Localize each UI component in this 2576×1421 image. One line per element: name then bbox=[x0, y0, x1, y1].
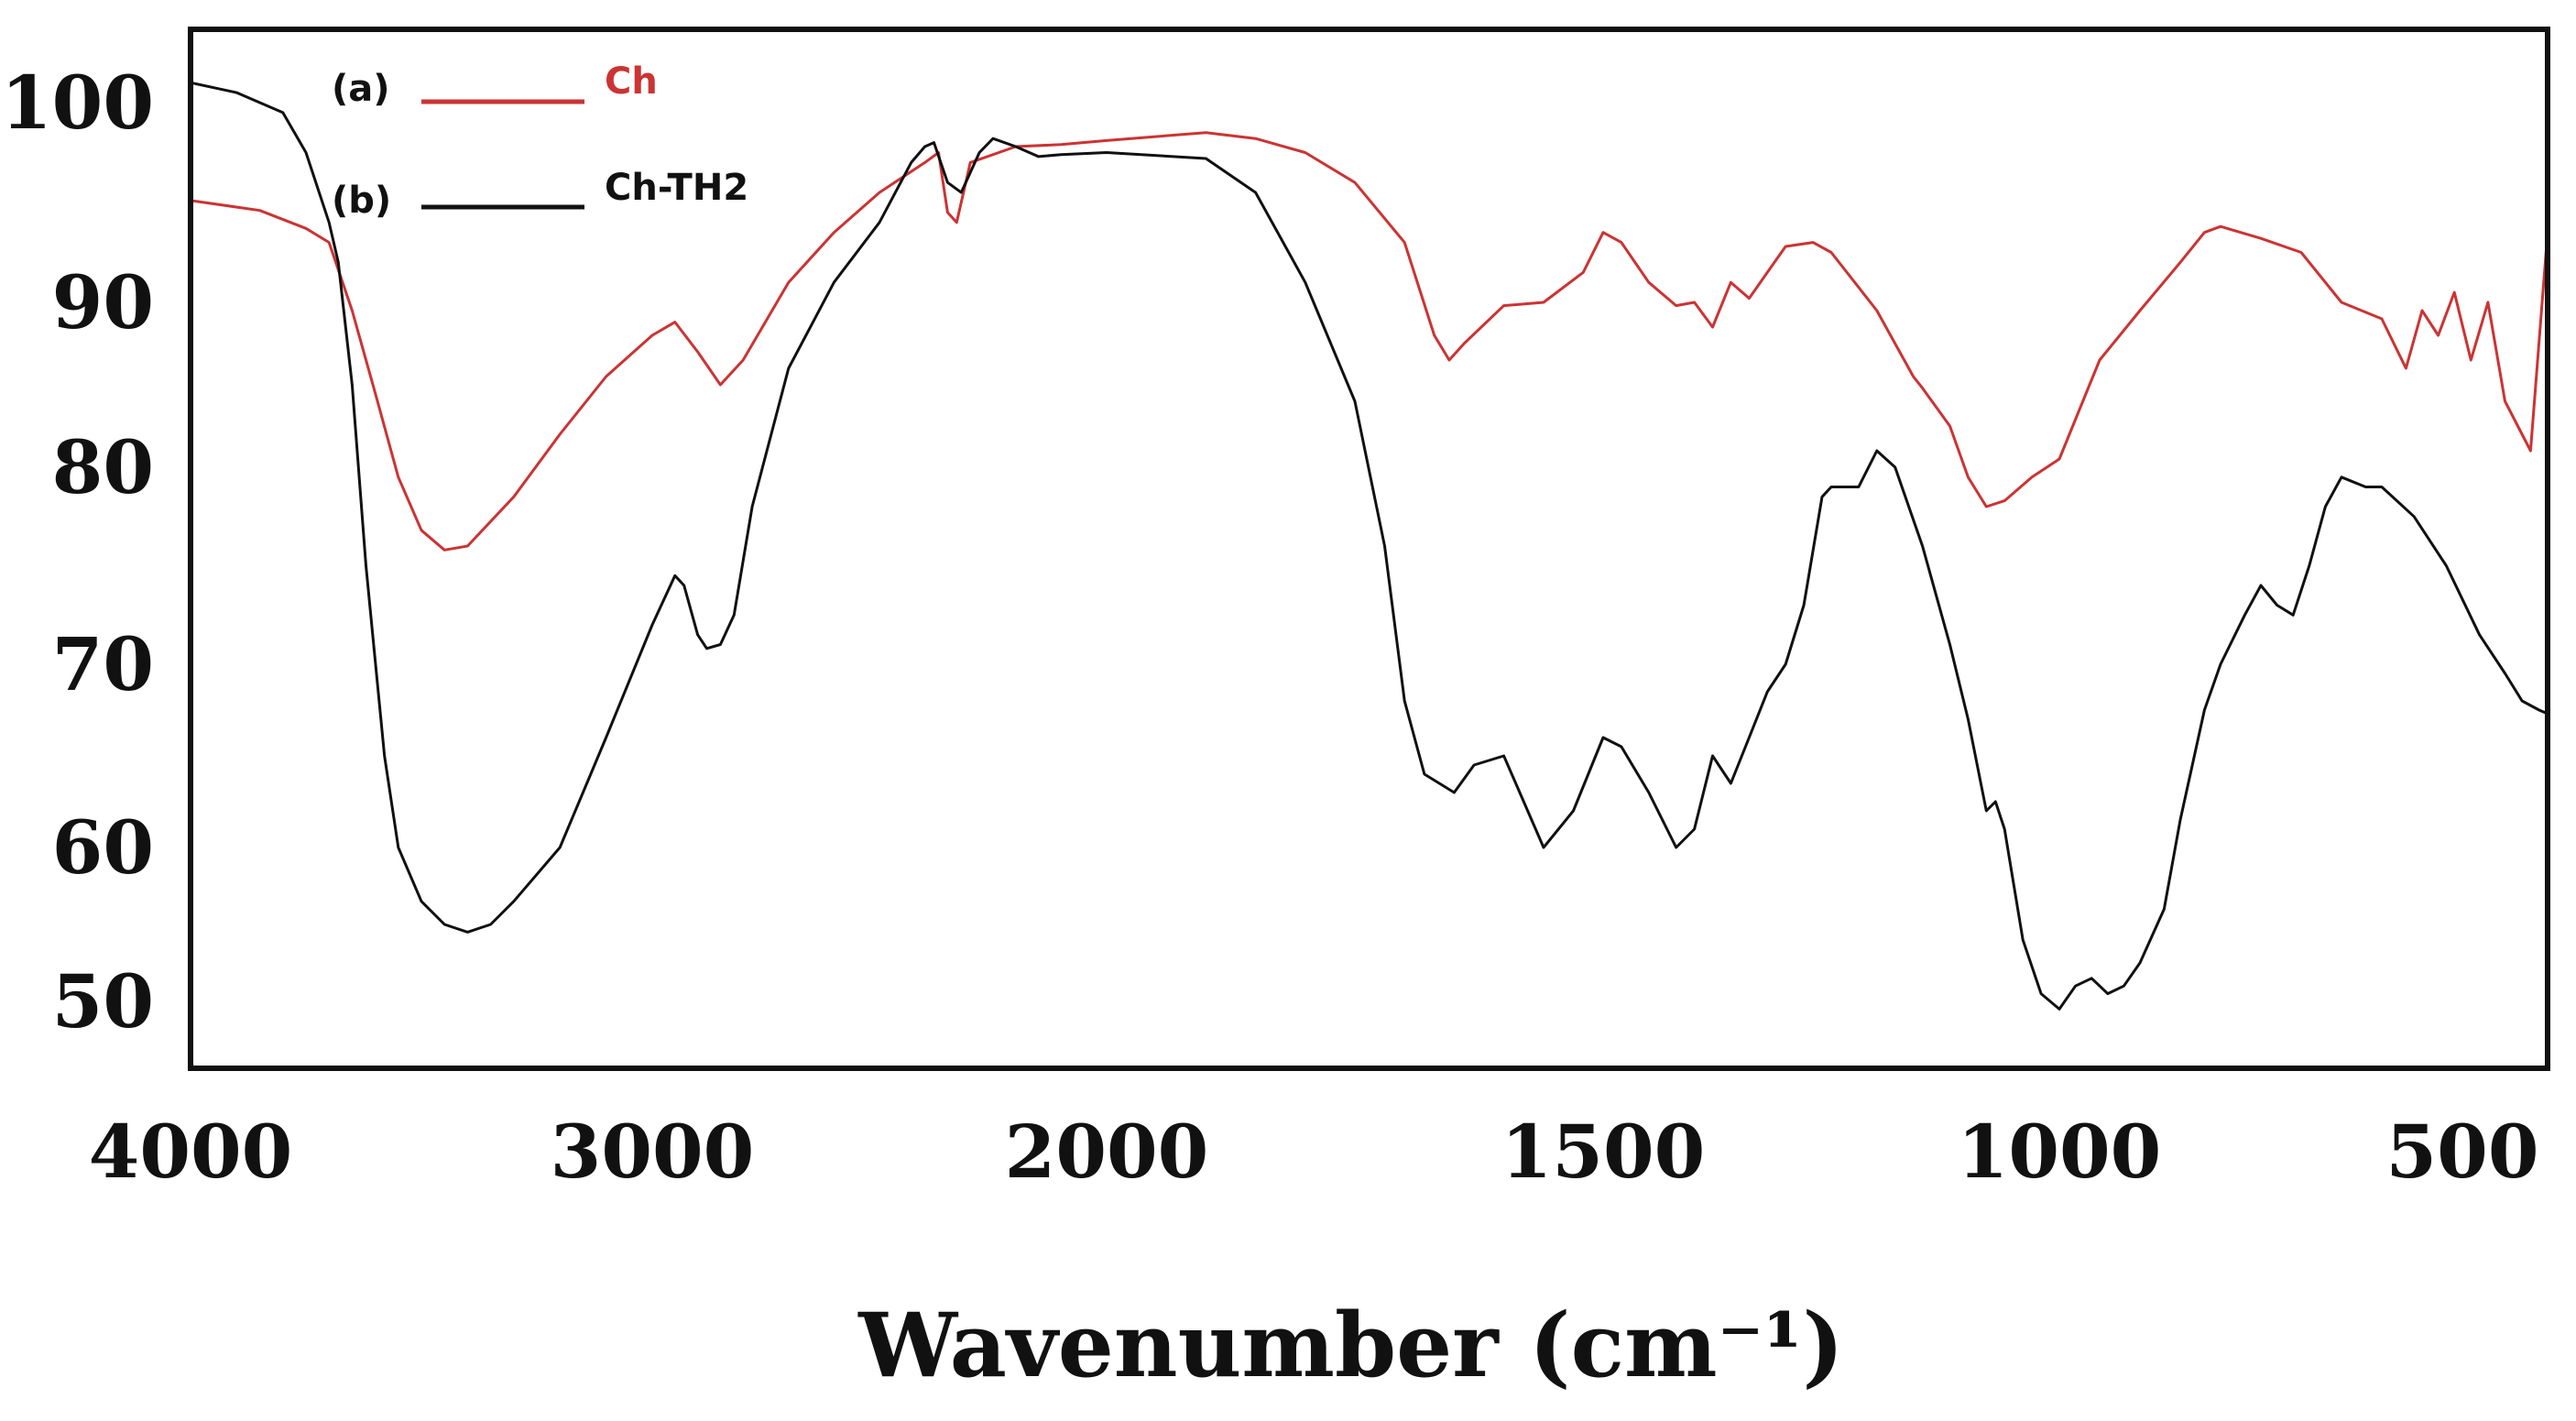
x-axis-title: Wavenumber (cm⁻¹) bbox=[857, 1294, 1844, 1397]
x-tick-label: 500 bbox=[2386, 1109, 2539, 1195]
x-axis-ticks: 4000 3000 2000 1500 1000 500 bbox=[89, 1109, 2539, 1195]
y-tick-label: 70 bbox=[52, 621, 154, 707]
y-tick-label: 100 bbox=[1, 60, 154, 146]
x-tick-label: 1000 bbox=[1958, 1109, 2162, 1195]
series-layer bbox=[191, 81, 2548, 1011]
x-tick-label: 2000 bbox=[1005, 1109, 1209, 1195]
series-line-ch bbox=[191, 131, 2548, 552]
plot-frame bbox=[188, 27, 2550, 1071]
legend-label-ch: Ch bbox=[605, 60, 658, 103]
y-tick-label: 60 bbox=[52, 804, 154, 891]
x-tick-label: 1500 bbox=[1501, 1109, 1706, 1195]
y-tick-label: 90 bbox=[52, 259, 154, 345]
legend-marker-b: (b) bbox=[332, 180, 391, 222]
x-tick-label: 3000 bbox=[551, 1109, 755, 1195]
legend-label-ch-th2: Ch-TH2 bbox=[605, 167, 748, 209]
y-tick-label: 80 bbox=[52, 424, 154, 510]
legend: (a) Ch (b) Ch-TH2 bbox=[332, 60, 748, 222]
series-line-ch-th2 bbox=[191, 81, 2548, 1011]
legend-marker-a: (a) bbox=[332, 68, 390, 110]
y-axis-ticks: 100 90 80 70 60 50 bbox=[1, 60, 154, 1044]
x-tick-label: 4000 bbox=[89, 1109, 293, 1195]
y-tick-label: 50 bbox=[52, 958, 154, 1044]
